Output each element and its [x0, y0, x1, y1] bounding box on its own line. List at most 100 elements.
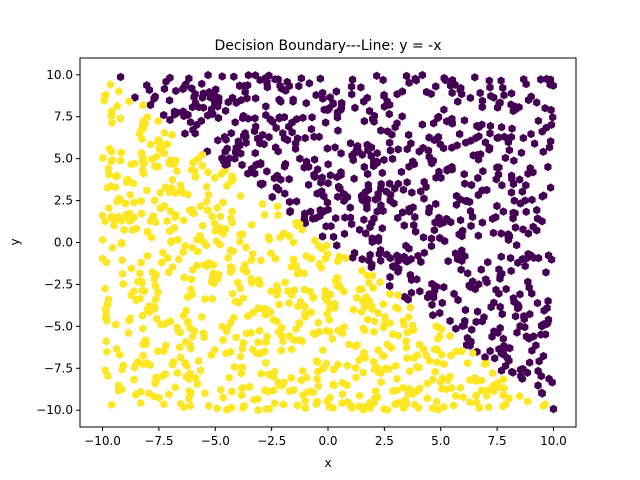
- data-point-class-upper: [377, 256, 385, 265]
- data-point-class-upper: [335, 182, 343, 191]
- data-point-class-upper: [507, 132, 515, 142]
- data-point-class-upper: [333, 241, 341, 250]
- data-point-class-lower: [102, 337, 110, 346]
- data-point-class-upper: [492, 285, 500, 294]
- data-point-class-lower: [108, 155, 117, 165]
- data-point-class-lower: [285, 298, 293, 308]
- data-point-class-lower: [314, 318, 322, 327]
- data-point-class-upper: [503, 353, 511, 363]
- data-point-class-lower: [449, 401, 457, 410]
- data-point-class-upper: [191, 89, 199, 99]
- data-point-class-upper: [485, 145, 493, 154]
- data-point-class-upper: [348, 90, 356, 99]
- data-point-class-upper: [507, 188, 516, 197]
- data-point-class-upper: [427, 241, 436, 251]
- data-point-class-upper: [319, 94, 327, 103]
- data-point-class-lower: [139, 351, 147, 360]
- data-point-class-upper: [386, 146, 394, 155]
- data-point-class-upper: [472, 317, 480, 327]
- data-point-class-upper: [418, 120, 426, 129]
- data-point-class-upper: [402, 71, 411, 81]
- data-point-class-lower: [152, 295, 160, 304]
- data-point-class-lower: [335, 280, 343, 290]
- data-point-class-lower: [105, 170, 113, 179]
- data-point-class-lower: [281, 278, 289, 287]
- data-point-class-lower: [227, 214, 235, 223]
- data-point-class-upper: [370, 156, 378, 166]
- data-point-class-lower: [340, 322, 348, 332]
- data-point-class-lower: [278, 381, 286, 390]
- data-point-class-upper: [300, 214, 308, 223]
- data-point-class-upper: [312, 90, 320, 100]
- data-point-class-lower: [148, 268, 157, 277]
- data-point-class-lower: [132, 224, 141, 233]
- data-point-class-lower: [184, 292, 192, 302]
- data-point-class-lower: [107, 112, 115, 121]
- data-point-class-upper: [419, 233, 428, 242]
- data-point-class-lower: [228, 172, 236, 181]
- data-point-class-upper: [488, 332, 496, 341]
- data-point-class-lower: [353, 340, 361, 350]
- data-point-class-lower: [101, 366, 109, 375]
- data-point-class-upper: [495, 163, 503, 172]
- data-point-class-upper: [296, 154, 304, 163]
- data-point-class-upper: [460, 170, 468, 179]
- data-point-class-upper: [393, 251, 401, 260]
- data-point-class-upper: [494, 170, 503, 179]
- data-point-class-lower: [125, 97, 133, 106]
- data-point-class-upper: [286, 206, 294, 216]
- y-tick-label: −10.0: [36, 403, 73, 417]
- data-point-class-upper: [430, 226, 438, 235]
- data-point-class-lower: [211, 173, 219, 183]
- data-point-class-upper: [409, 157, 417, 166]
- data-point-class-lower: [99, 153, 107, 163]
- data-point-class-upper: [427, 89, 435, 99]
- data-point-class-lower: [261, 386, 269, 395]
- data-point-class-upper: [204, 70, 212, 80]
- data-point-class-lower: [377, 368, 385, 378]
- data-point-class-lower: [197, 366, 205, 375]
- data-point-class-upper: [283, 135, 292, 145]
- data-point-class-lower: [353, 293, 361, 302]
- data-point-class-upper: [428, 159, 436, 168]
- data-point-class-lower: [330, 365, 338, 374]
- data-point-class-upper: [533, 226, 541, 235]
- data-point-class-lower: [432, 397, 441, 406]
- data-point-class-upper: [364, 169, 372, 179]
- data-point-class-lower: [139, 324, 147, 333]
- data-point-class-upper: [407, 254, 415, 264]
- data-point-class-lower: [143, 186, 151, 195]
- data-point-class-lower: [104, 371, 112, 381]
- data-point-class-upper: [510, 156, 518, 165]
- data-point-class-upper: [461, 305, 470, 315]
- data-point-class-lower: [238, 391, 246, 400]
- data-point-class-upper: [272, 123, 280, 133]
- data-point-class-upper: [379, 206, 387, 216]
- data-point-class-upper: [360, 215, 368, 224]
- data-point-class-lower: [113, 197, 121, 206]
- data-point-class-lower: [168, 175, 177, 184]
- data-point-class-upper: [436, 219, 444, 228]
- data-point-class-upper: [492, 213, 500, 222]
- x-axis-ticks: −10.0 −7.5 −5.0 −2.5 0.0 2.5 5.0 7.5 10.0: [84, 427, 567, 448]
- x-tick-label: −10.0: [84, 434, 121, 448]
- data-point-class-upper: [495, 133, 503, 142]
- data-point-class-upper: [511, 223, 520, 232]
- data-point-class-lower: [176, 343, 184, 352]
- data-point-class-upper: [547, 105, 555, 115]
- data-point-class-upper: [442, 214, 451, 224]
- data-point-class-upper: [378, 224, 386, 233]
- data-point-class-lower: [174, 235, 182, 245]
- data-point-class-upper: [493, 201, 501, 211]
- data-point-class-upper: [386, 196, 394, 205]
- data-point-class-upper: [358, 255, 366, 264]
- data-point-class-lower: [370, 357, 378, 366]
- data-point-class-upper: [528, 346, 536, 355]
- data-point-class-upper: [487, 302, 495, 312]
- data-point-class-upper: [412, 227, 420, 236]
- data-point-class-lower: [250, 395, 258, 404]
- data-point-class-lower: [112, 172, 120, 181]
- data-point-class-lower: [103, 347, 111, 356]
- data-point-class-upper: [413, 275, 421, 284]
- data-point-class-lower: [130, 198, 138, 207]
